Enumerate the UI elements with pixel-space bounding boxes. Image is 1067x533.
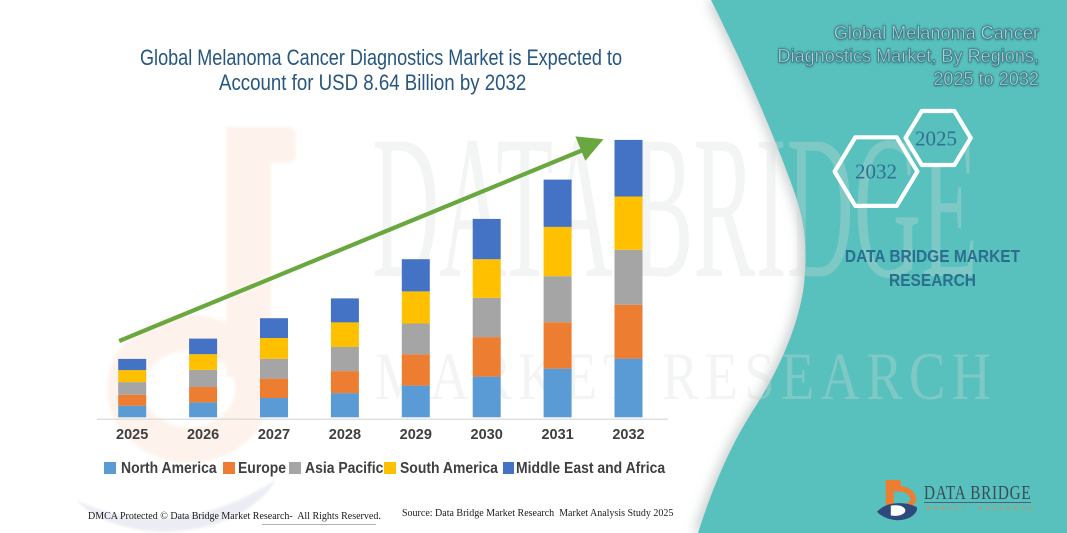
svg-text:2025: 2025 xyxy=(915,127,957,151)
svg-text:2032: 2032 xyxy=(855,160,897,184)
